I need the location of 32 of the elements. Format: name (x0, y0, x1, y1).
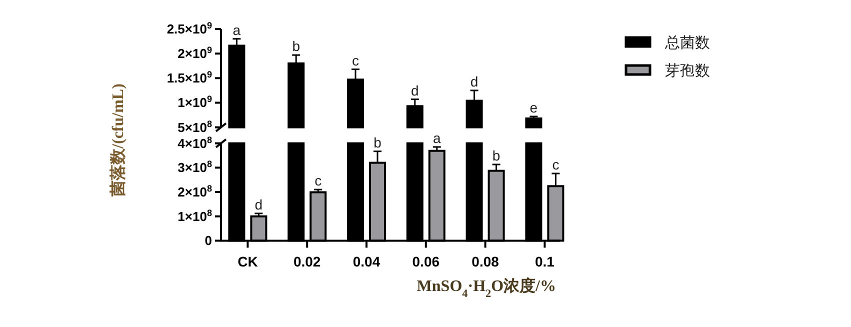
data-label: a (232, 22, 241, 38)
data-label: e (530, 99, 538, 116)
data-label: c (314, 172, 322, 189)
y-axis-title: 菌落数/(cfu/mL) (109, 84, 127, 198)
data-label: d (470, 73, 478, 90)
y-tick-label: 1×10$^{9}$ (178, 94, 212, 110)
x-tick-label: CK (238, 254, 258, 270)
y-tick-label: 2×10$^{8}$ (178, 184, 212, 200)
x-tick-label: 0.02 (293, 254, 321, 270)
legend-label: 芽孢数 (665, 62, 710, 80)
x-axis-title: MnSO$_{4}$·H$_{2}$O浓度/% (416, 276, 556, 300)
y-tick-label: 0 (204, 233, 212, 248)
x-tick-label: 0.06 (412, 254, 440, 270)
x-tick-label: 0.04 (352, 254, 380, 270)
y-tick-label: 2×10$^{9}$ (178, 45, 212, 62)
y-tick-label: 1×10$^{8}$ (178, 208, 212, 224)
data-label: a (433, 130, 441, 146)
data-label: c (352, 52, 359, 68)
data-label: b (374, 134, 382, 150)
y-tick-label: 2.5×10$^{9}$ (166, 20, 212, 36)
data-label: d (254, 196, 263, 212)
x-tick-label: 0.08 (472, 254, 500, 270)
y-tick-label: 4×10$^{8}$ (178, 134, 212, 151)
legend-label: 总菌数 (664, 34, 710, 52)
y-tick-label: 3×10$^{8}$ (178, 159, 212, 176)
data-label: c (552, 156, 560, 172)
data-label: d (411, 82, 419, 98)
x-tick-label: 0.1 (534, 254, 555, 270)
data-label: b (292, 38, 300, 54)
y-tick-label: 5×10$^{8}$ (178, 118, 212, 135)
y-tick-label: 1.5×10$^{9}$ (166, 70, 212, 86)
data-label: b (492, 147, 500, 164)
